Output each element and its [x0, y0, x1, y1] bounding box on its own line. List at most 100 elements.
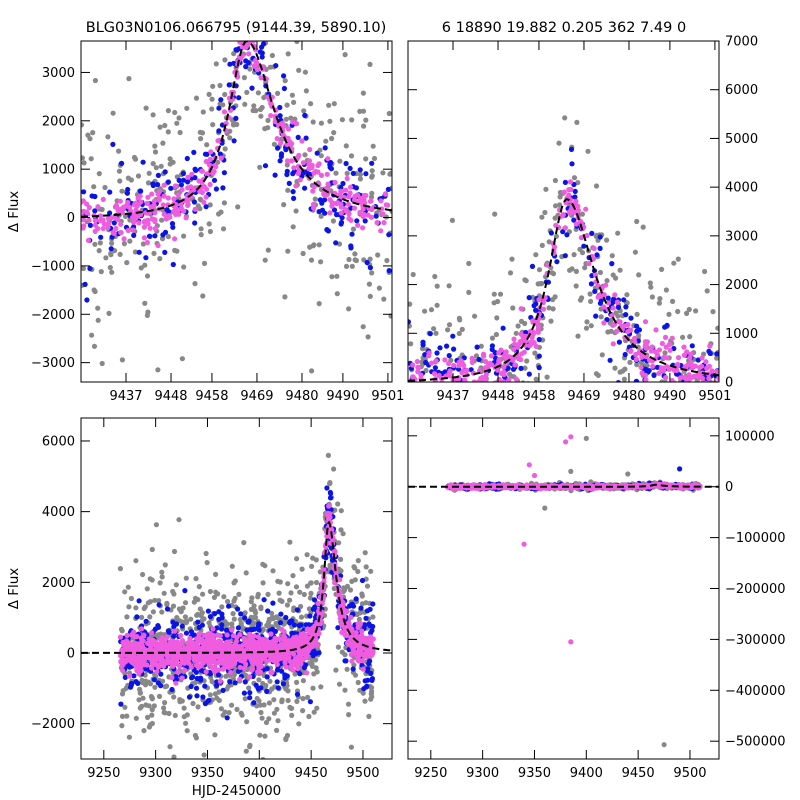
data-point: [284, 158, 291, 164]
data-point: [331, 466, 337, 472]
data-point: [135, 173, 142, 179]
data-point: [410, 362, 416, 368]
data-point: [675, 355, 682, 361]
data-point: [222, 619, 228, 625]
data-point: [449, 462, 454, 467]
data-point: [347, 165, 353, 171]
y-tick-label: −3000: [31, 356, 75, 371]
data-point: [144, 200, 150, 206]
data-point: [380, 170, 386, 176]
data-point: [289, 141, 295, 147]
data-point: [202, 683, 208, 689]
data-point: [504, 426, 509, 431]
data-point: [368, 691, 374, 697]
data-point: [670, 298, 676, 304]
data-point: [200, 109, 206, 115]
data-point: [181, 705, 187, 711]
data-point: [162, 229, 169, 235]
data-point: [513, 330, 519, 336]
data-point: [362, 218, 368, 224]
data-point: [188, 184, 194, 190]
data-point: [100, 196, 106, 202]
data-point: [244, 89, 250, 95]
data-point: [262, 563, 268, 569]
data-point: [493, 331, 499, 338]
data-point: [271, 141, 277, 147]
data-point: [430, 397, 435, 402]
data-point: [595, 372, 601, 378]
data-point: [337, 158, 343, 164]
data-point: [137, 690, 143, 696]
data-point: [284, 162, 290, 168]
data-point: [363, 117, 369, 123]
data-point: [464, 383, 469, 388]
data-point: [553, 233, 560, 239]
y-tick-label: 2000: [42, 114, 75, 129]
data-point: [657, 296, 663, 302]
data-point: [608, 328, 614, 334]
data-point: [170, 261, 176, 268]
data-point: [527, 328, 534, 334]
data-point: [649, 294, 656, 300]
data-point: [244, 0, 249, 2]
data-point: [152, 149, 159, 155]
data-point: [235, 625, 241, 631]
data-point: [164, 634, 170, 640]
data-point: [672, 414, 677, 419]
data-point: [145, 180, 152, 186]
data-point: [476, 356, 482, 363]
data-point: [81, 122, 85, 128]
data-point: [584, 319, 590, 325]
data-point: [172, 109, 178, 116]
data-point: [119, 723, 125, 729]
data-point: [236, 95, 242, 101]
data-point: [291, 607, 297, 614]
data-point: [109, 269, 115, 275]
data-point: [421, 383, 426, 388]
data-point: [176, 115, 182, 121]
data-point: [473, 353, 480, 359]
data-point: [338, 219, 345, 226]
data-point: [367, 256, 373, 262]
data-point: [348, 243, 354, 249]
data-point: [441, 405, 446, 410]
data-point: [450, 333, 456, 339]
data-point: [277, 579, 283, 585]
data-point: [573, 283, 579, 289]
data-point: [707, 350, 713, 356]
series-pink: [117, 503, 376, 686]
data-point: [169, 221, 176, 227]
data-point: [495, 413, 500, 418]
data-point: [624, 292, 630, 298]
data-point: [239, 712, 245, 718]
data-point: [242, 656, 248, 663]
data-point: [300, 678, 306, 684]
data-point: [156, 197, 162, 203]
data-point: [294, 607, 300, 613]
data-point: [210, 83, 216, 89]
data-point: [554, 259, 560, 265]
y-tick-label: 1000: [725, 327, 758, 342]
data-point: [162, 249, 168, 255]
data-point: [126, 204, 132, 210]
data-point: [510, 346, 517, 352]
data-point: [203, 186, 210, 192]
data-point: [588, 323, 594, 329]
data-point: [486, 474, 491, 479]
data-point: [307, 146, 313, 153]
data-point: [415, 382, 420, 387]
data-point: [438, 473, 443, 478]
data-point: [327, 164, 333, 170]
data-point: [384, 257, 390, 264]
data-point: [311, 242, 317, 248]
data-point: [149, 712, 155, 718]
data-point: [355, 679, 361, 686]
data-point: [247, 744, 253, 750]
data-point: [233, 115, 239, 121]
data-point: [369, 160, 375, 166]
data-point: [292, 671, 298, 677]
data-point: [170, 224, 176, 230]
data-point: [639, 370, 645, 376]
data-point: [210, 626, 216, 632]
data-point: [383, 214, 389, 220]
